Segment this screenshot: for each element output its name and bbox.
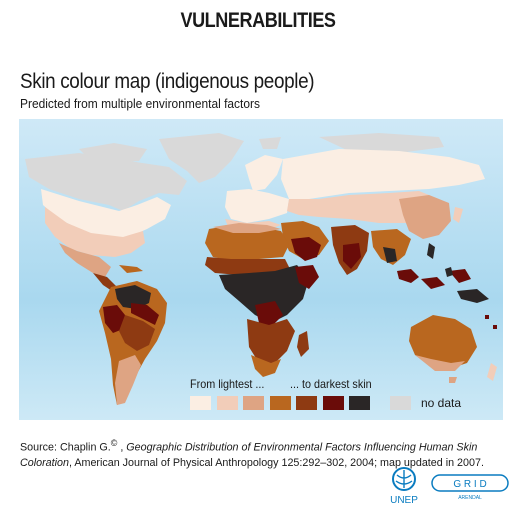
region-sahel xyxy=(205,257,291,275)
region-central-africa xyxy=(219,265,309,323)
region-usa xyxy=(45,207,145,257)
region-north-america xyxy=(25,153,187,211)
region-horn-africa xyxy=(295,265,319,289)
region-andes-dark xyxy=(103,303,159,333)
region-scandinavia xyxy=(245,155,283,191)
region-australia xyxy=(409,315,477,369)
region-philippines xyxy=(427,243,453,277)
legend-from-label: From lightest ... xyxy=(190,377,265,391)
grid-arendal-logo: G R I D ARENDAL xyxy=(431,474,509,500)
region-southern-africa xyxy=(247,319,295,365)
page-title: VULNERABILITIES xyxy=(180,9,336,32)
skin-colour-world-map xyxy=(19,119,503,420)
grid-logo-text: G R I D xyxy=(453,479,486,490)
region-north-america-light xyxy=(41,189,171,237)
source-prefix: Source: Chaplin G. xyxy=(20,441,111,454)
map-subtitle: Predicted from multiple environmental fa… xyxy=(20,96,260,111)
unep-logo: UNEP xyxy=(390,467,418,505)
region-europe xyxy=(225,189,289,223)
map-title: Skin colour map (indigenous people) xyxy=(20,70,315,93)
region-east-asia xyxy=(399,195,451,239)
region-sea-dark xyxy=(383,247,397,263)
region-south-cone xyxy=(115,355,141,405)
region-brazil-medium xyxy=(119,315,155,351)
legend-swatch-2 xyxy=(216,396,238,410)
region-greenland xyxy=(159,133,244,183)
region-pacific-islands xyxy=(485,315,497,329)
source-rest: , American Journal of Physical Anthropol… xyxy=(68,456,484,469)
region-mexico xyxy=(59,243,111,277)
region-japan xyxy=(453,207,463,223)
region-australia-south xyxy=(415,355,465,371)
source-citation: Source: Chaplin G.© , Geographic Distrib… xyxy=(20,436,486,471)
unep-logo-text: UNEP xyxy=(390,495,418,505)
region-arabia-dark xyxy=(291,237,321,261)
legend-swatch-7 xyxy=(349,396,370,410)
legend-nodata-label: no data xyxy=(421,396,462,410)
region-new-zealand xyxy=(487,363,497,381)
source-copyright: © xyxy=(110,438,118,448)
arendal-logo-text: ARENDAL xyxy=(458,495,482,500)
region-amazon xyxy=(115,285,151,309)
legend-swatch-6 xyxy=(322,396,344,410)
legend-swatch-3 xyxy=(243,396,264,410)
legend-nodata-swatch xyxy=(390,396,411,410)
region-russia xyxy=(281,149,485,199)
region-tasmania xyxy=(449,377,457,383)
legend-swatch-4 xyxy=(269,396,291,410)
source-title: Geographic Distribution of Environmental… xyxy=(20,441,478,469)
legend-swatch-5 xyxy=(296,396,317,410)
source-sep: , xyxy=(117,441,127,454)
region-south-africa xyxy=(251,355,281,377)
region-arctic-islands xyxy=(79,133,444,163)
region-caribbean xyxy=(119,265,143,273)
region-equatorial-dark xyxy=(255,301,283,327)
legend-to-label: ... to darkest skin xyxy=(290,377,372,391)
region-north-africa xyxy=(205,225,289,261)
region-southeast-asia xyxy=(371,229,411,265)
region-north-africa-coast xyxy=(213,223,281,233)
legend-swatch-1 xyxy=(190,396,211,410)
region-india-dark xyxy=(343,243,361,269)
region-madagascar xyxy=(297,331,309,357)
region-new-guinea xyxy=(457,289,489,303)
